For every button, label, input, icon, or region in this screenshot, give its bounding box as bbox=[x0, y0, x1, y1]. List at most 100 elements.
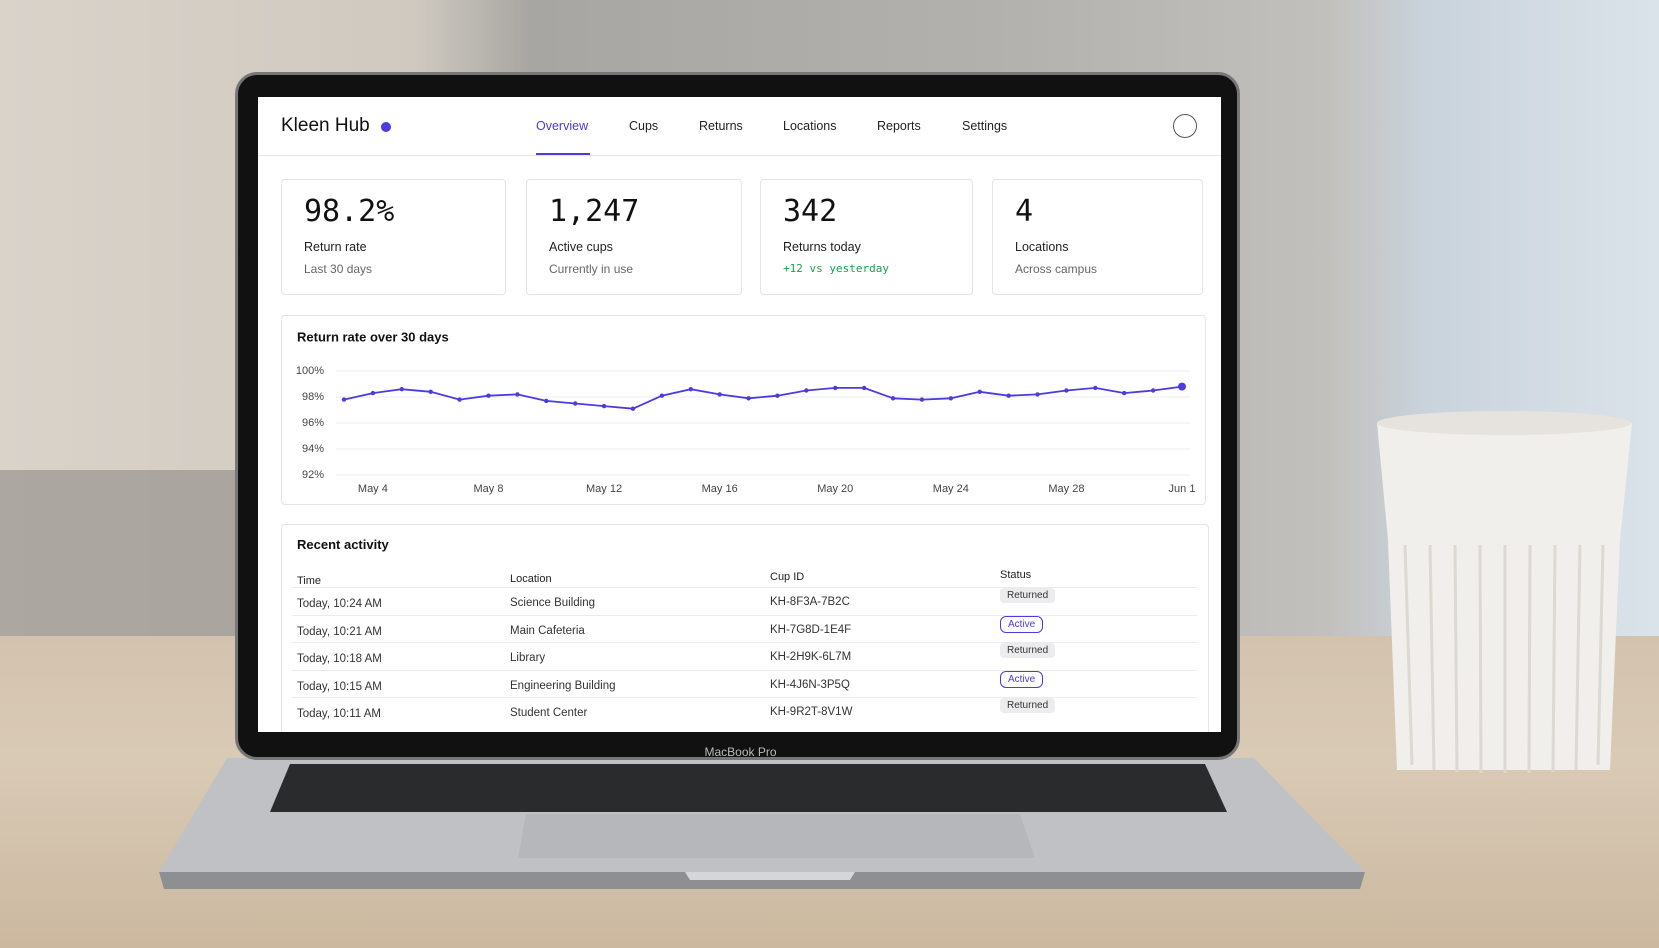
x-tick-label: May 4 bbox=[358, 483, 388, 495]
shadow bbox=[0, 470, 240, 640]
point bbox=[457, 397, 462, 402]
keyboard bbox=[270, 764, 1227, 812]
row-divider bbox=[292, 642, 1197, 643]
row-divider bbox=[292, 697, 1197, 698]
nav-indicator bbox=[536, 153, 590, 155]
screen: Kleen Hub Overview Cups Returns Location… bbox=[258, 97, 1221, 732]
point bbox=[1035, 392, 1040, 397]
point bbox=[1122, 390, 1127, 396]
kpi-sub: Currently in use bbox=[549, 262, 634, 276]
cell: KH-2H9K-6L7M bbox=[770, 651, 852, 663]
x-tick-label: May 20 bbox=[817, 483, 853, 495]
brand: Kleen Hub bbox=[281, 115, 370, 136]
kpi-sub: Last 30 days bbox=[304, 262, 373, 276]
kpi-label: Return rate bbox=[304, 240, 367, 254]
activity-title: Recent activity bbox=[297, 537, 389, 552]
point bbox=[948, 396, 954, 401]
avatar[interactable] bbox=[1173, 114, 1197, 138]
point bbox=[1093, 385, 1098, 391]
kpi-value: 342 bbox=[783, 194, 838, 229]
y-tick-label: 94% bbox=[302, 443, 324, 455]
kpi-card: 98.2% Return rate Last 30 days bbox=[281, 179, 506, 295]
point bbox=[1006, 393, 1011, 398]
row-divider bbox=[292, 669, 1197, 671]
point bbox=[804, 388, 809, 393]
cell: KH-9R2T-8V1W bbox=[770, 706, 853, 718]
point bbox=[861, 385, 867, 391]
column-header: Time bbox=[297, 575, 322, 587]
status-badge: Active bbox=[1000, 615, 1044, 633]
point bbox=[428, 389, 433, 394]
row-divider bbox=[292, 614, 1197, 616]
cell: KH-4J6N-3P5Q bbox=[770, 678, 850, 691]
cell: Library bbox=[510, 652, 546, 664]
point bbox=[977, 389, 982, 394]
chart: Return rate over 30 days 92% 94% 96% 98% 100… bbox=[296, 329, 1196, 495]
cup-ribs bbox=[1403, 544, 1605, 774]
x-tick-label: May 8 bbox=[473, 483, 503, 495]
kpi-value: 98.2% bbox=[304, 194, 395, 229]
brand-dot bbox=[381, 122, 391, 132]
cell: KH-8F3A-7B2C bbox=[770, 596, 850, 608]
kpi-label: Returns today bbox=[783, 240, 861, 254]
point bbox=[544, 398, 549, 404]
point bbox=[688, 387, 693, 392]
status-badge: Active bbox=[1000, 670, 1044, 688]
x-tick-label: May 16 bbox=[702, 483, 738, 495]
cell: Engineering Building bbox=[510, 679, 616, 692]
point bbox=[1150, 388, 1156, 393]
notch bbox=[685, 872, 855, 880]
point bbox=[717, 392, 722, 397]
nav-link[interactable]: Reports bbox=[877, 119, 921, 133]
trackpad bbox=[518, 814, 1035, 858]
point bbox=[515, 392, 520, 397]
y-tick-label: 100% bbox=[296, 365, 324, 377]
kpi-sub: Across campus bbox=[1015, 262, 1098, 276]
cell: Today, 10:11 AM bbox=[297, 708, 381, 720]
cell: Today, 10:21 AM bbox=[297, 625, 382, 638]
point bbox=[601, 403, 607, 409]
point bbox=[775, 393, 780, 398]
point bbox=[890, 396, 896, 401]
chart-title: Return rate over 30 days bbox=[297, 329, 449, 344]
kpi-card: 342 Returns today +12 vs yesterday bbox=[760, 179, 973, 295]
point bbox=[1064, 388, 1069, 393]
point bbox=[746, 396, 751, 401]
point bbox=[341, 397, 347, 402]
kpi-label: Active cups bbox=[549, 240, 613, 254]
laptop-edge bbox=[159, 872, 1365, 889]
kpi-sub: +12 vs yesterday bbox=[783, 262, 889, 275]
nav-link[interactable]: Returns bbox=[699, 119, 743, 133]
point bbox=[833, 385, 838, 391]
kpi-label: Locations bbox=[1015, 240, 1069, 254]
point bbox=[370, 390, 376, 396]
line bbox=[343, 385, 1183, 410]
column-header: Cup ID bbox=[770, 571, 805, 583]
nav-link[interactable]: Locations bbox=[783, 119, 837, 133]
cell: Today, 10:15 AM bbox=[297, 680, 382, 693]
device-label: MacBook Pro bbox=[704, 745, 777, 759]
x-tick-label: May 12 bbox=[586, 483, 622, 495]
column-header: Location bbox=[510, 573, 552, 585]
nav-link[interactable]: Overview bbox=[536, 119, 589, 133]
nav-link[interactable]: Settings bbox=[962, 119, 1008, 133]
cell: KH-7G8D-1E4F bbox=[770, 623, 852, 636]
cup-rim bbox=[1377, 411, 1631, 435]
kpi-value: 1,247 bbox=[549, 194, 640, 229]
point bbox=[399, 387, 404, 392]
kpi-card: 1,247 Active cups Currently in use bbox=[526, 179, 742, 295]
point bbox=[659, 393, 665, 398]
x-tick-label: May 24 bbox=[933, 483, 969, 495]
cell: Today, 10:18 AM bbox=[297, 653, 382, 665]
cell: Today, 10:24 AM bbox=[297, 598, 382, 610]
cell: Student Center bbox=[510, 707, 588, 719]
point bbox=[919, 397, 925, 402]
y-tick-label: 98% bbox=[302, 391, 324, 403]
y-tick-label: 92% bbox=[302, 469, 324, 481]
column-header: Status bbox=[1000, 569, 1032, 581]
point bbox=[1178, 382, 1186, 391]
nav-link[interactable]: Cups bbox=[629, 119, 659, 133]
point bbox=[486, 393, 491, 398]
